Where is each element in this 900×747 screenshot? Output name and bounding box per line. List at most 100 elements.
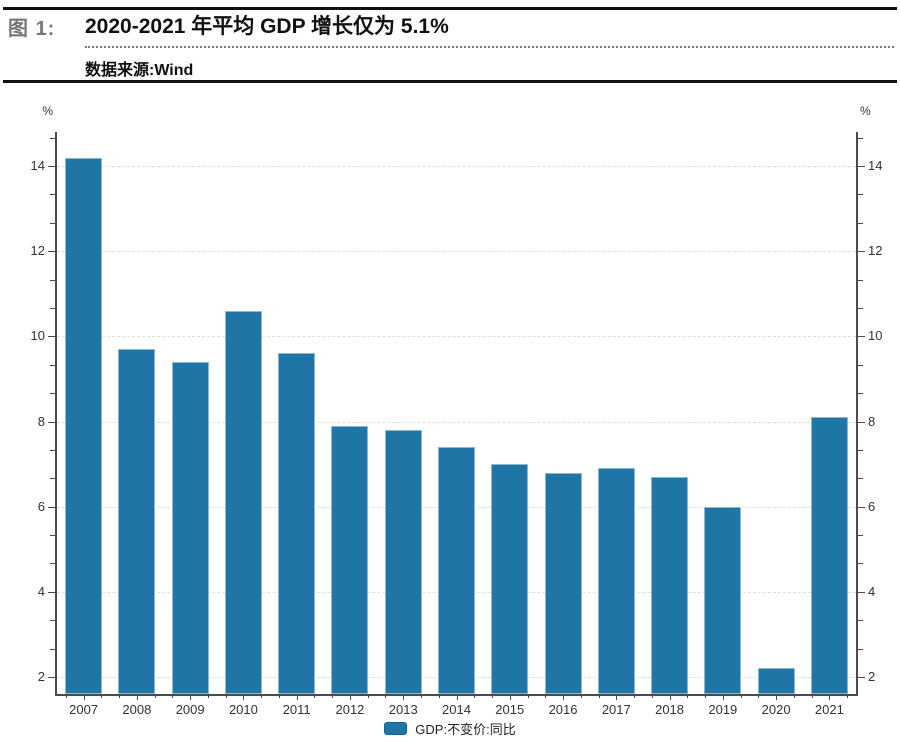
y-tick-label-right-8: 8 [868,413,876,429]
x-tick-label-2021: 2021 [814,702,844,717]
x-tick-label-2012: 2012 [335,702,365,717]
y-minor-tick-left [50,364,56,366]
y-major-tick-right [857,676,865,678]
y-major-tick-right [857,591,865,593]
x-minor-tick [101,694,103,698]
x-major-tick-2016 [563,694,565,700]
x-minor-tick [474,694,476,698]
bar-2010 [224,310,262,694]
x-minor-tick [367,694,369,698]
y-major-tick-left [48,506,56,508]
y-tick-label-right-2: 2 [868,668,876,684]
x-minor-tick [207,694,209,698]
y-minor-tick-right [857,478,863,480]
header-top-rule [3,7,897,10]
x-major-tick-2020 [776,694,778,700]
y-major-tick-left [48,591,56,593]
bar-2011 [278,353,316,694]
y-minor-tick-right [857,393,863,395]
x-minor-tick [793,694,795,698]
figure-number-label: 图 1: [8,18,56,40]
x-tick-label-2016: 2016 [548,702,578,717]
x-major-tick-2017 [616,694,618,700]
plot-area: % % 2 2 4 4 6 6 8 8 10 10 12 12 14 14 2007 2008 2009 2010… [31,104,883,717]
y-major-tick-right [857,421,865,423]
x-major-tick-2007 [83,694,85,700]
x-minor-tick [172,694,174,698]
y-minor-tick-left [50,648,56,650]
bar-2019 [704,506,742,694]
bar-2018 [651,476,689,694]
x-major-tick-2014 [456,694,458,700]
x-tick-label-2020: 2020 [761,702,791,717]
y-tick-label-left-10: 10 [30,328,45,344]
x-major-tick-2021 [829,694,831,700]
x-tick-label-2008: 2008 [122,702,152,717]
y-minor-tick-right [857,222,863,224]
bar-2008 [118,349,156,694]
y-major-tick-right [857,336,865,338]
x-tick-label-2009: 2009 [175,702,205,717]
bar-2012 [331,425,369,694]
y-major-tick-right [857,506,865,508]
y-minor-tick-right [857,307,863,309]
bar-2016 [544,472,582,694]
y-tick-label-left-4: 4 [37,583,45,599]
x-tick-label-2015: 2015 [495,702,525,717]
x-major-tick-2011 [296,694,298,700]
x-minor-tick [385,694,387,698]
x-minor-tick [492,694,493,698]
y-minor-tick-left [50,137,56,139]
gridline-12 [57,251,856,253]
x-tick-label-2007: 2007 [69,702,99,717]
y-tick-label-left-14: 14 [30,158,45,174]
y-tick-label-left-2: 2 [37,668,45,684]
y-tick-label-right-12: 12 [868,243,883,259]
bar-2017 [597,468,635,694]
x-minor-tick [651,694,653,698]
x-minor-tick [847,694,849,698]
x-minor-tick [332,694,334,698]
x-major-tick-2018 [669,694,671,700]
x-major-tick-2019 [722,694,724,700]
bar-2009 [171,361,209,694]
x-major-tick-2009 [190,694,192,700]
x-minor-tick [740,694,742,698]
x-major-tick-2012 [349,694,351,700]
y-minor-tick-right [857,137,863,139]
title-dotted-divider [85,46,894,48]
y-minor-tick-right [857,620,863,622]
y-major-tick-left [48,336,56,338]
bar-2013 [384,430,422,694]
x-minor-tick [119,694,121,698]
x-minor-tick [634,694,636,698]
legend-swatch-icon [384,722,408,735]
y-minor-tick-left [50,279,56,281]
y-major-tick-left [48,676,56,678]
x-minor-tick [261,694,263,698]
bar-2015 [491,464,529,694]
gridline-10 [57,336,856,338]
x-major-tick-2015 [509,694,511,700]
bar-2014 [438,447,475,694]
y-tick-label-right-6: 6 [868,498,876,514]
x-minor-tick [154,694,156,698]
x-major-tick-2013 [403,694,405,700]
y-tick-label-right-14: 14 [868,158,883,174]
x-tick-label-2013: 2013 [388,702,418,717]
y-minor-tick-left [50,222,56,224]
y-minor-tick-left [50,393,56,395]
x-major-tick-2010 [243,694,245,700]
x-minor-tick [438,694,440,698]
y-major-tick-right [857,251,865,253]
legend-series-label: GDP:不变价:同比 [415,722,516,737]
y-axis-unit-right: % [860,104,871,118]
x-minor-tick [420,694,422,698]
x-minor-tick [545,694,547,698]
x-major-tick-2008 [136,694,138,700]
bar-2020 [757,668,795,694]
y-tick-label-left-8: 8 [37,413,45,429]
bar-2007 [65,157,103,694]
legend: GDP:不变价:同比 [0,719,900,738]
y-minor-tick-left [50,449,56,451]
